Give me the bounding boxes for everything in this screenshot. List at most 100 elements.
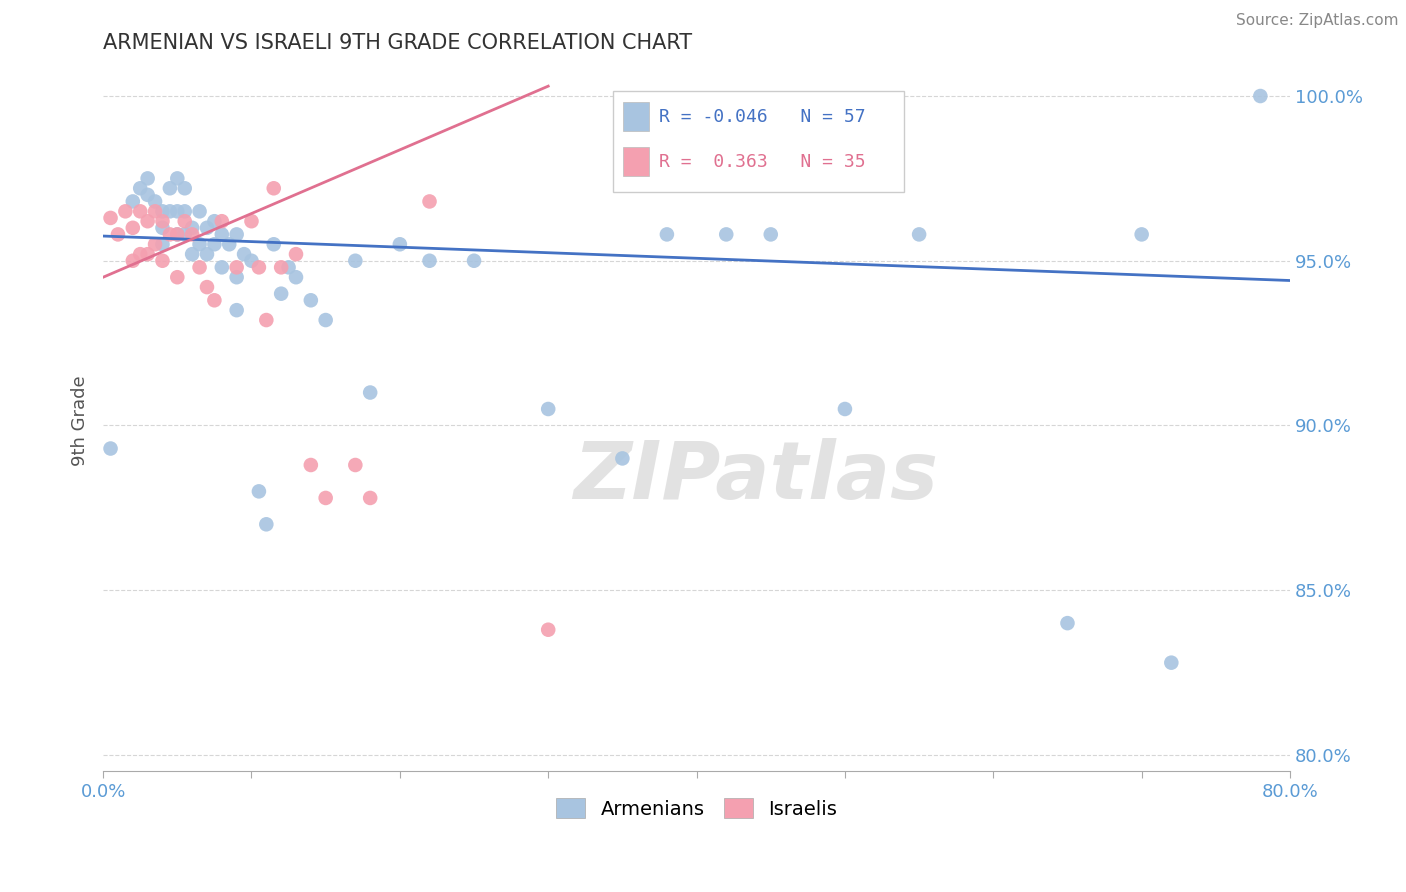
Text: ARMENIAN VS ISRAELI 9TH GRADE CORRELATION CHART: ARMENIAN VS ISRAELI 9TH GRADE CORRELATIO… <box>103 33 692 53</box>
Point <box>211 214 233 228</box>
Legend: Armenians, Israelis: Armenians, Israelis <box>550 793 844 825</box>
Point <box>136 247 159 261</box>
Point <box>418 194 440 209</box>
Point <box>254 517 277 532</box>
Point <box>166 204 188 219</box>
Point <box>129 247 152 261</box>
Point <box>152 237 174 252</box>
Point <box>100 211 122 225</box>
Point <box>129 204 152 219</box>
Point <box>759 227 782 242</box>
Point <box>202 237 225 252</box>
Point <box>114 204 136 219</box>
Point <box>537 402 560 417</box>
Point <box>159 204 181 219</box>
Text: R = -0.046   N = 57: R = -0.046 N = 57 <box>658 108 865 126</box>
Point <box>1056 616 1078 631</box>
Point <box>152 204 174 219</box>
Point <box>166 270 188 285</box>
Point <box>181 247 204 261</box>
Point <box>188 260 211 275</box>
Point <box>107 227 129 242</box>
Point <box>240 214 263 228</box>
Point <box>181 220 204 235</box>
Point <box>143 204 166 219</box>
Point <box>344 253 367 268</box>
Point <box>908 227 931 242</box>
Point <box>121 253 143 268</box>
Point <box>211 227 233 242</box>
Point <box>136 214 159 228</box>
Point <box>195 247 218 261</box>
Point <box>263 181 285 195</box>
Text: R =  0.363   N = 35: R = 0.363 N = 35 <box>658 153 865 170</box>
FancyBboxPatch shape <box>623 102 650 131</box>
Point <box>463 253 485 268</box>
Point <box>359 491 381 505</box>
Point <box>315 313 337 327</box>
Point <box>1160 656 1182 670</box>
Point <box>285 247 308 261</box>
Point <box>254 313 277 327</box>
Point <box>655 227 678 242</box>
Point <box>166 171 188 186</box>
Point <box>143 194 166 209</box>
Point <box>159 181 181 195</box>
Point <box>225 303 247 318</box>
Point <box>188 204 211 219</box>
Point <box>233 247 256 261</box>
Point <box>247 484 270 499</box>
Point <box>263 237 285 252</box>
Point <box>100 442 122 456</box>
Point <box>218 237 240 252</box>
Point <box>136 171 159 186</box>
Point <box>195 220 218 235</box>
Point <box>1130 227 1153 242</box>
Point <box>166 227 188 242</box>
Text: ZIPatlas: ZIPatlas <box>574 438 938 516</box>
Point <box>612 451 634 466</box>
Point <box>388 237 411 252</box>
Point <box>188 237 211 252</box>
Point <box>166 227 188 242</box>
Point <box>173 214 195 228</box>
Point <box>277 260 299 275</box>
Point <box>152 214 174 228</box>
Point <box>247 260 270 275</box>
Point <box>299 458 322 472</box>
Point <box>195 280 218 294</box>
Point <box>270 286 292 301</box>
Point <box>173 204 195 219</box>
Point <box>1249 89 1271 103</box>
Point <box>143 237 166 252</box>
Point <box>418 253 440 268</box>
Point <box>152 253 174 268</box>
Point <box>181 227 204 242</box>
FancyBboxPatch shape <box>623 147 650 177</box>
Point <box>716 227 738 242</box>
Point <box>173 181 195 195</box>
Point <box>225 260 247 275</box>
Point <box>129 181 152 195</box>
Point <box>359 385 381 400</box>
Point <box>834 402 856 417</box>
Point <box>240 253 263 268</box>
Point <box>136 187 159 202</box>
FancyBboxPatch shape <box>613 91 904 193</box>
Y-axis label: 9th Grade: 9th Grade <box>72 376 89 466</box>
Point <box>121 194 143 209</box>
Point <box>270 260 292 275</box>
Point <box>315 491 337 505</box>
Point <box>159 227 181 242</box>
Point <box>225 227 247 242</box>
Point <box>121 220 143 235</box>
Point <box>202 293 225 308</box>
Point <box>285 270 308 285</box>
Point <box>173 227 195 242</box>
Point <box>202 214 225 228</box>
Point <box>211 260 233 275</box>
Point <box>299 293 322 308</box>
Text: Source: ZipAtlas.com: Source: ZipAtlas.com <box>1236 13 1399 29</box>
Point <box>344 458 367 472</box>
Point <box>225 270 247 285</box>
